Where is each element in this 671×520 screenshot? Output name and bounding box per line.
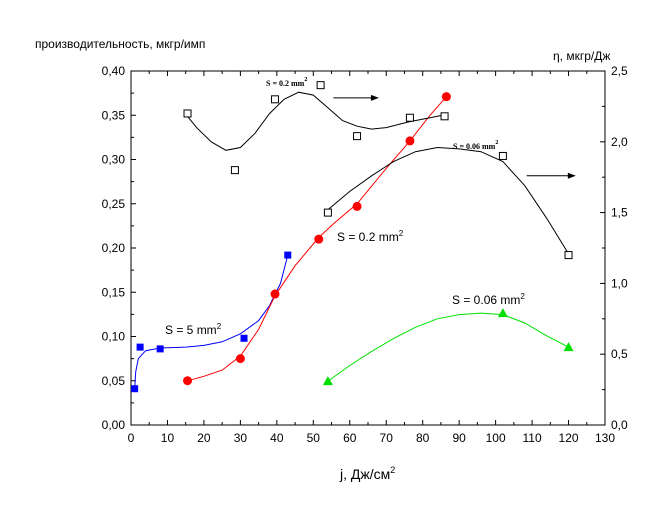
series-curves (134, 91, 576, 390)
left-tick-label: 0,25 (102, 197, 126, 211)
series-markers (131, 81, 574, 393)
x-tick-label: 100 (486, 431, 506, 445)
data-point-circle (183, 376, 193, 386)
x-axis-title-superscript: 2 (390, 465, 395, 475)
left-tick-label: 0,05 (102, 374, 126, 388)
left-tick-label: 0,30 (102, 153, 126, 167)
x-tick-label: 60 (343, 431, 357, 445)
data-point-open-square (564, 251, 573, 260)
x-tick-label: 0 (128, 431, 135, 445)
right-tick-label: 1,5 (611, 206, 628, 220)
series-3-curve (187, 91, 445, 151)
data-point-square (284, 251, 292, 259)
series-0-curve (134, 254, 289, 390)
series-label-text: S = 0.2 mm (266, 79, 305, 88)
data-point-triangle (563, 342, 574, 352)
data-point-open-square (230, 166, 239, 175)
left-tick-label: 0,15 (102, 285, 126, 299)
x-tick-label: 40 (270, 431, 284, 445)
series-label-text: S = 5 mm (165, 323, 217, 337)
data-point-open-square (353, 132, 362, 141)
left-tick-label: 0,20 (102, 241, 126, 255)
series-label-superscript: 2 (399, 229, 404, 238)
x-tick-label: 70 (380, 431, 394, 445)
right-axis-title: η, мкгр/Дж (553, 49, 610, 63)
data-point-circle (441, 92, 451, 102)
right-tick-label: 2,5 (611, 64, 628, 78)
data-point-circle (405, 136, 415, 146)
x-tick-label: 20 (197, 431, 211, 445)
data-point-circle (352, 201, 362, 211)
series-4-curve (327, 146, 569, 254)
series-label-superscript: 2 (520, 292, 525, 301)
x-tick-label: 50 (307, 431, 321, 445)
left-tick-label: 0,40 (102, 64, 126, 78)
data-point-square (156, 345, 164, 353)
x-tick-label: 130 (595, 431, 615, 445)
x-tick-label: 90 (452, 431, 466, 445)
data-point-open-square (183, 109, 192, 118)
data-point-triangle (322, 376, 333, 386)
data-point-circle (270, 289, 280, 299)
series-2-label: S = 0.06 mm2 (452, 292, 525, 307)
series-4-label: S = 0.06 mm2 (453, 140, 498, 151)
left-tick-label: 0,35 (102, 108, 126, 122)
series-label-text: S = 0.2 mm (337, 230, 399, 244)
series-2-curve (327, 312, 569, 382)
left-tick-label: 0,00 (102, 418, 126, 432)
series-4-arrow-head (567, 172, 576, 179)
series-label-text: S = 0.06 mm (452, 293, 520, 307)
x-axis-title: j, Дж/см2 (339, 465, 395, 482)
series-0-label: S = 5 mm2 (165, 322, 222, 337)
data-point-square (240, 334, 248, 342)
series-label-text: S = 0.06 mm (453, 142, 496, 151)
data-point-circle (235, 354, 245, 364)
x-tick-label: 120 (559, 431, 579, 445)
data-point-open-square (271, 95, 280, 104)
right-tick-label: 0,0 (611, 418, 628, 432)
left-axis-title: производительность, мкгр/имп (35, 37, 205, 51)
data-point-open-square (440, 112, 449, 121)
data-point-square (131, 385, 139, 393)
series-3-arrow-head (370, 94, 379, 101)
series-label-superscript: 2 (495, 140, 498, 146)
left-tick-label: 0,10 (102, 330, 126, 344)
series-3-label: S = 0.2 mm2 (266, 77, 307, 88)
series-label-superscript: 2 (217, 322, 222, 331)
data-point-open-square (498, 151, 507, 160)
series-1-curve (187, 96, 447, 382)
x-tick-label: 30 (234, 431, 248, 445)
axes: 0 10 20 30 40 50 60 70 80 90 100 110 120 130 0,00 0,05 0… (102, 64, 628, 445)
right-tick-label: 1,0 (611, 276, 628, 290)
data-point-triangle (497, 308, 508, 318)
x-tick-label: 110 (523, 431, 542, 445)
data-point-open-square (316, 81, 325, 90)
data-point-open-square (323, 208, 332, 217)
data-point-open-square (405, 113, 414, 122)
right-tick-label: 0,5 (611, 347, 628, 361)
data-point-square (136, 343, 144, 351)
series-1-label: S = 0.2 mm2 (337, 229, 404, 244)
x-tick-label: 10 (161, 431, 175, 445)
plot-area (130, 70, 606, 426)
x-tick-label: 80 (416, 431, 430, 445)
right-tick-label: 2,0 (611, 135, 628, 149)
data-point-circle (314, 234, 324, 244)
series-label-superscript: 2 (304, 77, 307, 83)
